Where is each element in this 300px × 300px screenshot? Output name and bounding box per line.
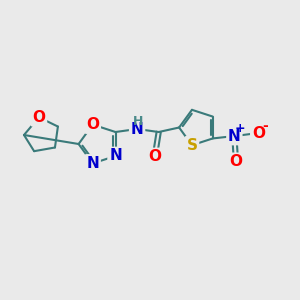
Text: S: S [187, 138, 197, 153]
Text: O: O [148, 149, 162, 164]
Text: H: H [133, 115, 143, 128]
Text: N: N [86, 156, 99, 171]
Text: O: O [230, 154, 242, 169]
Text: N: N [228, 128, 241, 143]
Text: O: O [32, 110, 45, 125]
Text: O: O [86, 117, 99, 132]
Text: -: - [262, 118, 268, 133]
Text: N: N [109, 148, 122, 164]
Text: +: + [235, 122, 246, 135]
Text: O: O [252, 125, 265, 140]
Text: N: N [131, 122, 143, 136]
